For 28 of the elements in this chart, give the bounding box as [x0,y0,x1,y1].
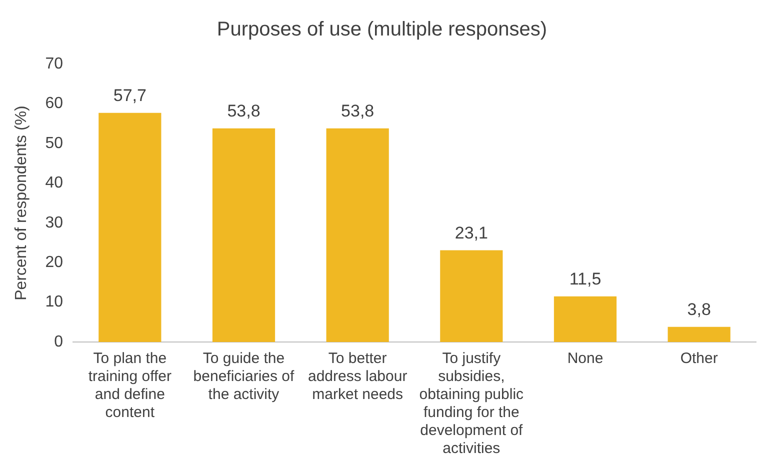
bar [554,296,617,342]
bar [326,128,389,342]
x-tick-label: To better address labour market needs [308,350,408,404]
x-tick-label: To justify subsidies, obtaining public funding for the development of activities [419,350,524,458]
data-label: 53,8 [341,102,374,121]
bar [668,326,730,342]
y-tick-label: 0 [54,333,64,350]
data-label: 11,5 [569,270,602,289]
x-tick-label: Other [680,350,718,368]
data-label: 53,8 [227,102,260,121]
bar [440,250,503,342]
data-label: 23,1 [454,223,488,242]
bar [212,128,276,342]
y-tick-label: 50 [45,134,64,152]
y-tick-label: 30 [45,214,64,232]
y-tick-label: 70 [45,55,64,72]
data-label: 3,8 [687,300,711,320]
bar [98,112,162,342]
x-tick-label: To guide the beneficiaries of the activity [193,350,296,404]
data-label: 57,7 [113,86,146,106]
x-tick-label: None [567,350,604,368]
y-axis-title: Percent of respondents (%) [13,106,30,300]
y-tick-label: 60 [45,95,64,112]
y-tick-label: 10 [45,294,64,311]
y-tick-label: 40 [45,174,64,192]
y-tick-label: 20 [45,254,64,271]
x-tick-label: To plan the training offer and define content [88,350,172,422]
chart-title: Purposes of use (multiple responses) [216,18,548,41]
